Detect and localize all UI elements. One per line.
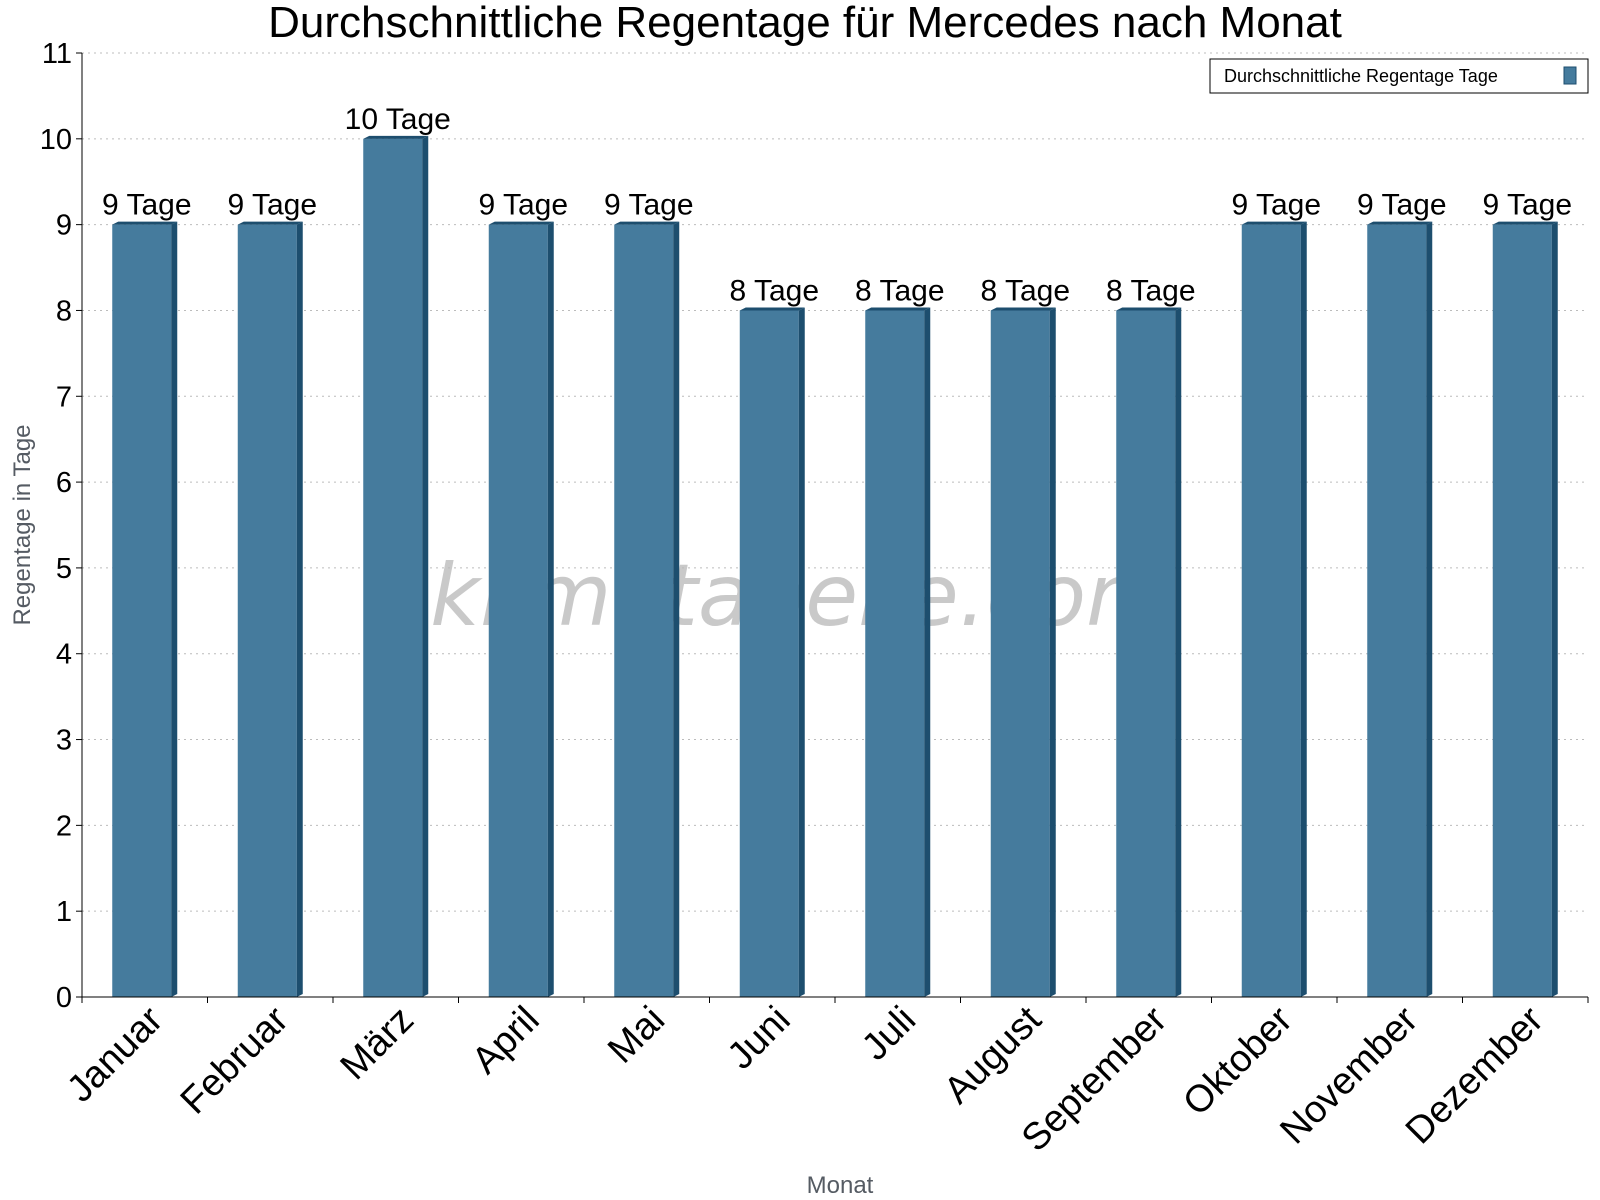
bar-side [924, 307, 931, 997]
y-tick-label: 9 [56, 210, 72, 242]
x-tick-label: April [464, 999, 547, 1082]
bar-top [614, 221, 680, 225]
bar-mai [614, 221, 680, 998]
bar-top [112, 221, 178, 225]
data-label: 8 Tage [1106, 274, 1196, 307]
y-tick-label: 5 [56, 553, 72, 585]
bar-side [1551, 221, 1558, 998]
bar-top [237, 221, 303, 225]
legend-label: Durchschnittliche Regentage Tage [1224, 66, 1498, 86]
bar-side [1175, 307, 1182, 997]
bar-face [1116, 310, 1176, 997]
data-label: 9 Tage [102, 189, 192, 222]
x-tick-label: August [936, 998, 1050, 1112]
legend-box [1209, 58, 1589, 94]
x-tick-label: Januar [59, 998, 171, 1110]
gridlines [82, 52, 1588, 912]
y-tick-label: 3 [56, 725, 72, 757]
data-label: 9 Tage [1482, 189, 1572, 222]
y-tick-label: 6 [56, 467, 72, 499]
bar-juli [865, 307, 931, 997]
bar-top [363, 135, 429, 139]
bar-face [1367, 224, 1427, 998]
bar-face [237, 224, 297, 998]
y-tick-label: 10 [40, 124, 72, 156]
y-tick-label: 2 [56, 810, 72, 842]
bar-side [422, 135, 429, 997]
x-tick-label: Juli [854, 999, 924, 1069]
bar-september [1116, 307, 1182, 997]
y-tick-labels: 0 1 2 3 4 5 6 7 8 9 10 11 [40, 38, 72, 1014]
bar-top [488, 221, 554, 225]
y-tick-label: 0 [56, 982, 72, 1014]
bar-top [1241, 221, 1307, 225]
data-label: 9 Tage [604, 189, 694, 222]
bar-juni [739, 307, 805, 997]
data-labels: 9 Tage 9 Tage 10 Tage 9 Tage 9 Tage 8 Tage 8 T… [102, 103, 1572, 308]
axes [76, 52, 1589, 1003]
bar-side [1426, 221, 1433, 998]
bar-side [673, 221, 680, 998]
bar-top [1367, 221, 1433, 225]
data-label: 9 Tage [1357, 189, 1447, 222]
data-label: 9 Tage [478, 189, 568, 222]
x-tick-label: Februar [173, 998, 297, 1122]
bar-top [1492, 221, 1558, 225]
data-label: 9 Tage [227, 189, 317, 222]
bar-januar [112, 221, 178, 998]
legend-swatch [1563, 66, 1577, 85]
bar-top [990, 307, 1056, 311]
x-tick-label: Juni [720, 999, 799, 1078]
data-label: 9 Tage [1231, 189, 1321, 222]
bar-november [1367, 221, 1433, 998]
bar-face [1241, 224, 1301, 998]
bar-face [488, 224, 548, 998]
data-label: 8 Tage [729, 274, 819, 307]
bar-dezember [1492, 221, 1558, 998]
bar-face [865, 310, 925, 997]
y-tick-label: 4 [56, 639, 72, 671]
bar-side [1049, 307, 1056, 997]
x-tick-label: Oktober [1175, 998, 1301, 1124]
y-tick-label: 8 [56, 295, 72, 327]
bar-oktober [1241, 221, 1307, 998]
bar-top [739, 307, 805, 311]
bar-face [363, 138, 423, 997]
data-label: 8 Tage [855, 274, 945, 307]
bar-side [171, 221, 178, 998]
x-axis-title: Monat [807, 1172, 874, 1199]
y-tick-label: 7 [56, 381, 72, 413]
bar-august [990, 307, 1056, 997]
x-tick-label: März [333, 999, 422, 1088]
bar-märz [363, 135, 429, 997]
y-tick-label: 1 [56, 896, 72, 928]
legend: Durchschnittliche Regentage Tage [1209, 58, 1589, 94]
bar-top [865, 307, 931, 311]
bars [112, 135, 1558, 998]
x-tick-label: Mai [600, 999, 673, 1072]
bar-face [614, 224, 674, 998]
data-label: 10 Tage [345, 103, 451, 136]
bar-side [1300, 221, 1307, 998]
bar-face [112, 224, 172, 998]
bar-face [990, 310, 1050, 997]
bar-side [547, 221, 554, 998]
y-tick-label: 11 [42, 38, 72, 70]
bar-side [798, 307, 805, 997]
bar-side [296, 221, 303, 998]
chart-title: Durchschnittliche Regentage für Mercedes… [268, 0, 1342, 47]
bar-face [739, 310, 799, 997]
bar-april [488, 221, 554, 998]
bar-februar [237, 221, 303, 998]
x-tick-label: Dezember [1398, 998, 1552, 1152]
bar-face [1492, 224, 1552, 998]
data-label: 8 Tage [980, 274, 1070, 307]
y-axis-title: Regentage in Tage [9, 424, 36, 625]
x-tick-labels: Januar Februar März April Mai Juni Juli AugustS… [59, 998, 1552, 1159]
bar-top [1116, 307, 1182, 311]
